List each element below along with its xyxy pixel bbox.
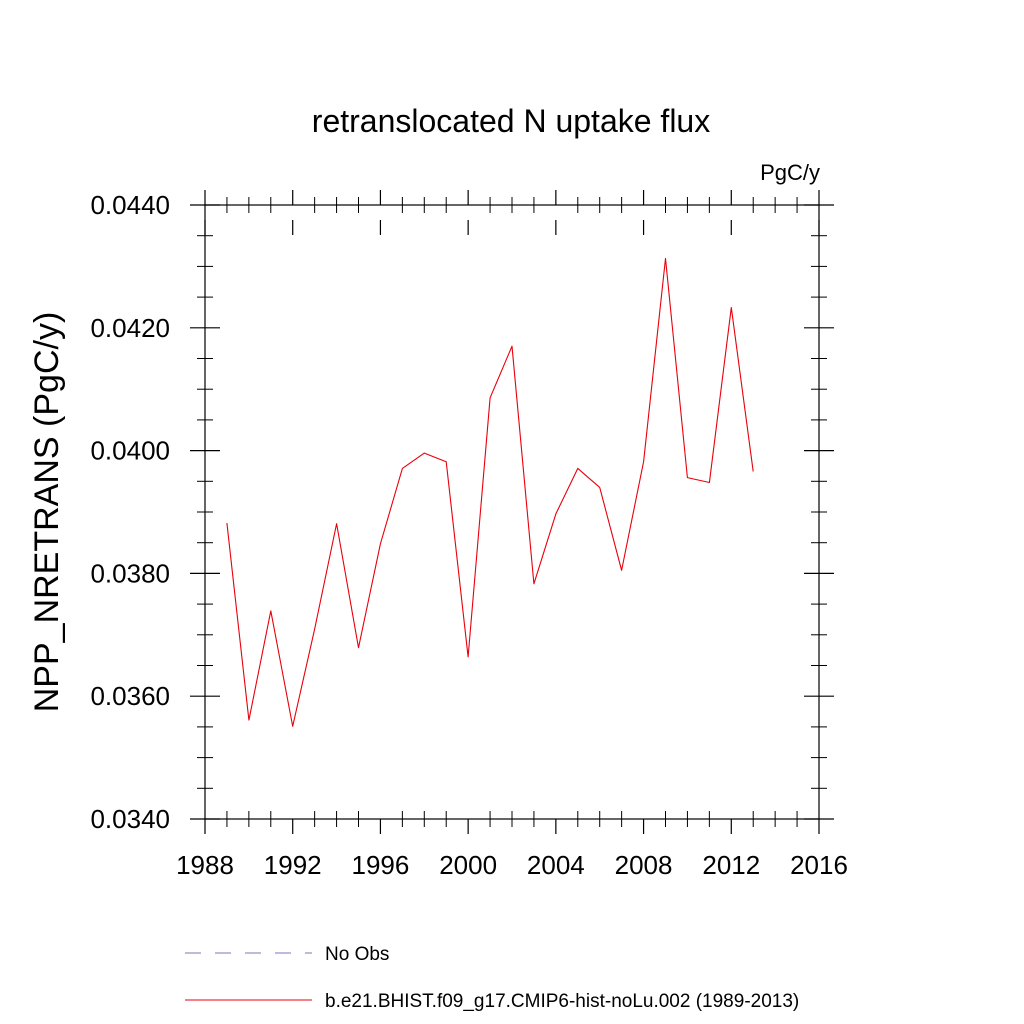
y-tick-label: 0.0400 [90,436,170,466]
y-tick-label: 0.0420 [90,313,170,343]
x-tick-label: 2016 [790,850,848,880]
y-tick-label: 0.0380 [90,558,170,588]
x-tick-label: 2008 [615,850,673,880]
legend-label-no-obs: No Obs [325,944,389,965]
legend: No Obs b.e21.BHIST.f09_g17.CMIP6-hist-no… [185,944,799,1012]
x-tick-label: 1988 [176,850,234,880]
series-line [226,257,754,727]
y-axis-label: NPP_NRETRANS (PgC/y) [28,312,66,713]
series-lines [226,257,754,727]
x-tick-label: 2004 [527,850,585,880]
y-tick-label: 0.0360 [90,681,170,711]
x-tick-label: 2000 [439,850,497,880]
axis-tick-labels: 1988 1992 1996 2000 2004 2008 2012 2016 0.0340 0.… [90,190,847,880]
axis-ticks [190,190,834,834]
chart-title: retranslocated N uptake flux [312,103,710,139]
x-tick-label: 1992 [264,850,322,880]
y-tick-label: 0.0340 [90,804,170,834]
plot-frame [204,204,820,820]
x-tick-label: 2012 [702,850,760,880]
y-tick-label: 0.0440 [90,190,170,220]
x-tick-label: 1996 [352,850,410,880]
units-label: PgC/y [760,160,820,185]
legend-label-model-run: b.e21.BHIST.f09_g17.CMIP6-hist-noLu.002 … [325,991,799,1012]
